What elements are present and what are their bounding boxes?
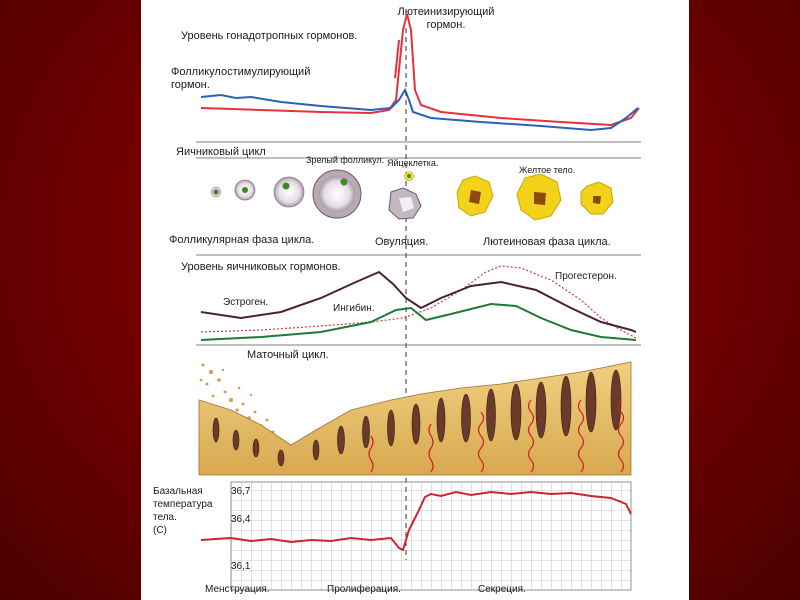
uterine-section: [198, 361, 632, 476]
follicular-phase-label: Фолликулярная фаза цикла.: [169, 234, 315, 246]
lh-label: Лютеинизирующий гормон.: [397, 6, 495, 31]
progesterone-label: Прогестерон.: [555, 271, 617, 282]
antral-follicle-icon: [273, 176, 305, 208]
fsh-curve: [200, 87, 639, 132]
temperature-title-line1: Базальная: [153, 486, 203, 497]
temperature-section: [200, 481, 632, 591]
lh-curve: [200, 13, 640, 127]
spiral-arteries: [368, 399, 625, 473]
temperature-grid: [230, 481, 632, 591]
lh-rise-segment: [394, 39, 400, 79]
temperature-curve: [200, 490, 632, 552]
menstruation-label: Менструация.: [205, 584, 270, 595]
estrogen-curve: [200, 270, 637, 333]
proliferation-label: Пролиферация.: [327, 584, 401, 595]
temperature-tick-mid: 36,4: [231, 514, 251, 525]
corpus-luteum-icon: [456, 175, 494, 217]
corpus-luteum-mature-icon: [516, 173, 562, 221]
corpus-luteum-label: Желтое тело.: [519, 165, 576, 175]
inhibin-curve: [200, 302, 637, 341]
ovulated-follicle-icon: [388, 171, 422, 220]
temperature-title-line2: температура: [153, 499, 213, 510]
menstrual-cycle-diagram: [196, 13, 641, 591]
fsh-label: Фолликулостимулирующий гормон.: [171, 66, 311, 91]
ovulation-label: Овуляция.: [375, 236, 429, 248]
inhibin-label: Ингибин.: [333, 303, 375, 314]
estrogen-label: Эстроген.: [223, 297, 269, 308]
egg-cell-label: Яйцеклетка.: [387, 158, 439, 168]
ovarian-cycle-title: Яичниковый цикл: [176, 146, 266, 158]
corpus-luteum-regressing-icon: [580, 181, 614, 215]
gonadotropic-section: [196, 13, 641, 143]
gonadotropic-title: Уровень гонадотропных гормонов.: [181, 30, 358, 42]
temperature-tick-low: 36,1: [231, 561, 251, 572]
diagram-panel: Уровень гонадотропных гормонов. Лютеиниз…: [141, 0, 689, 600]
luteal-phase-label: Лютеиновая фаза цикла.: [483, 236, 611, 248]
temperature-title-line4: (С): [153, 525, 167, 536]
mature-follicle-icon: [312, 169, 362, 219]
secondary-follicle-icon: [234, 179, 256, 201]
progesterone-curve: [200, 265, 637, 339]
temperature-tick-high: 36,7: [231, 486, 251, 497]
temperature-title-line3: тела.: [153, 512, 177, 523]
primary-follicle-icon: [210, 186, 222, 198]
ovarian-hormones-section: [196, 265, 641, 346]
mature-follicle-label: Зрелый фолликул.: [306, 155, 385, 165]
uterine-cycle-title: Маточный цикл.: [247, 349, 329, 361]
ovarian-section: [196, 157, 641, 256]
ovarian-hormones-title: Уровень яичниковых гормонов.: [181, 261, 341, 273]
uterine-glands: [212, 369, 622, 467]
secretion-label: Секреция.: [478, 584, 526, 595]
